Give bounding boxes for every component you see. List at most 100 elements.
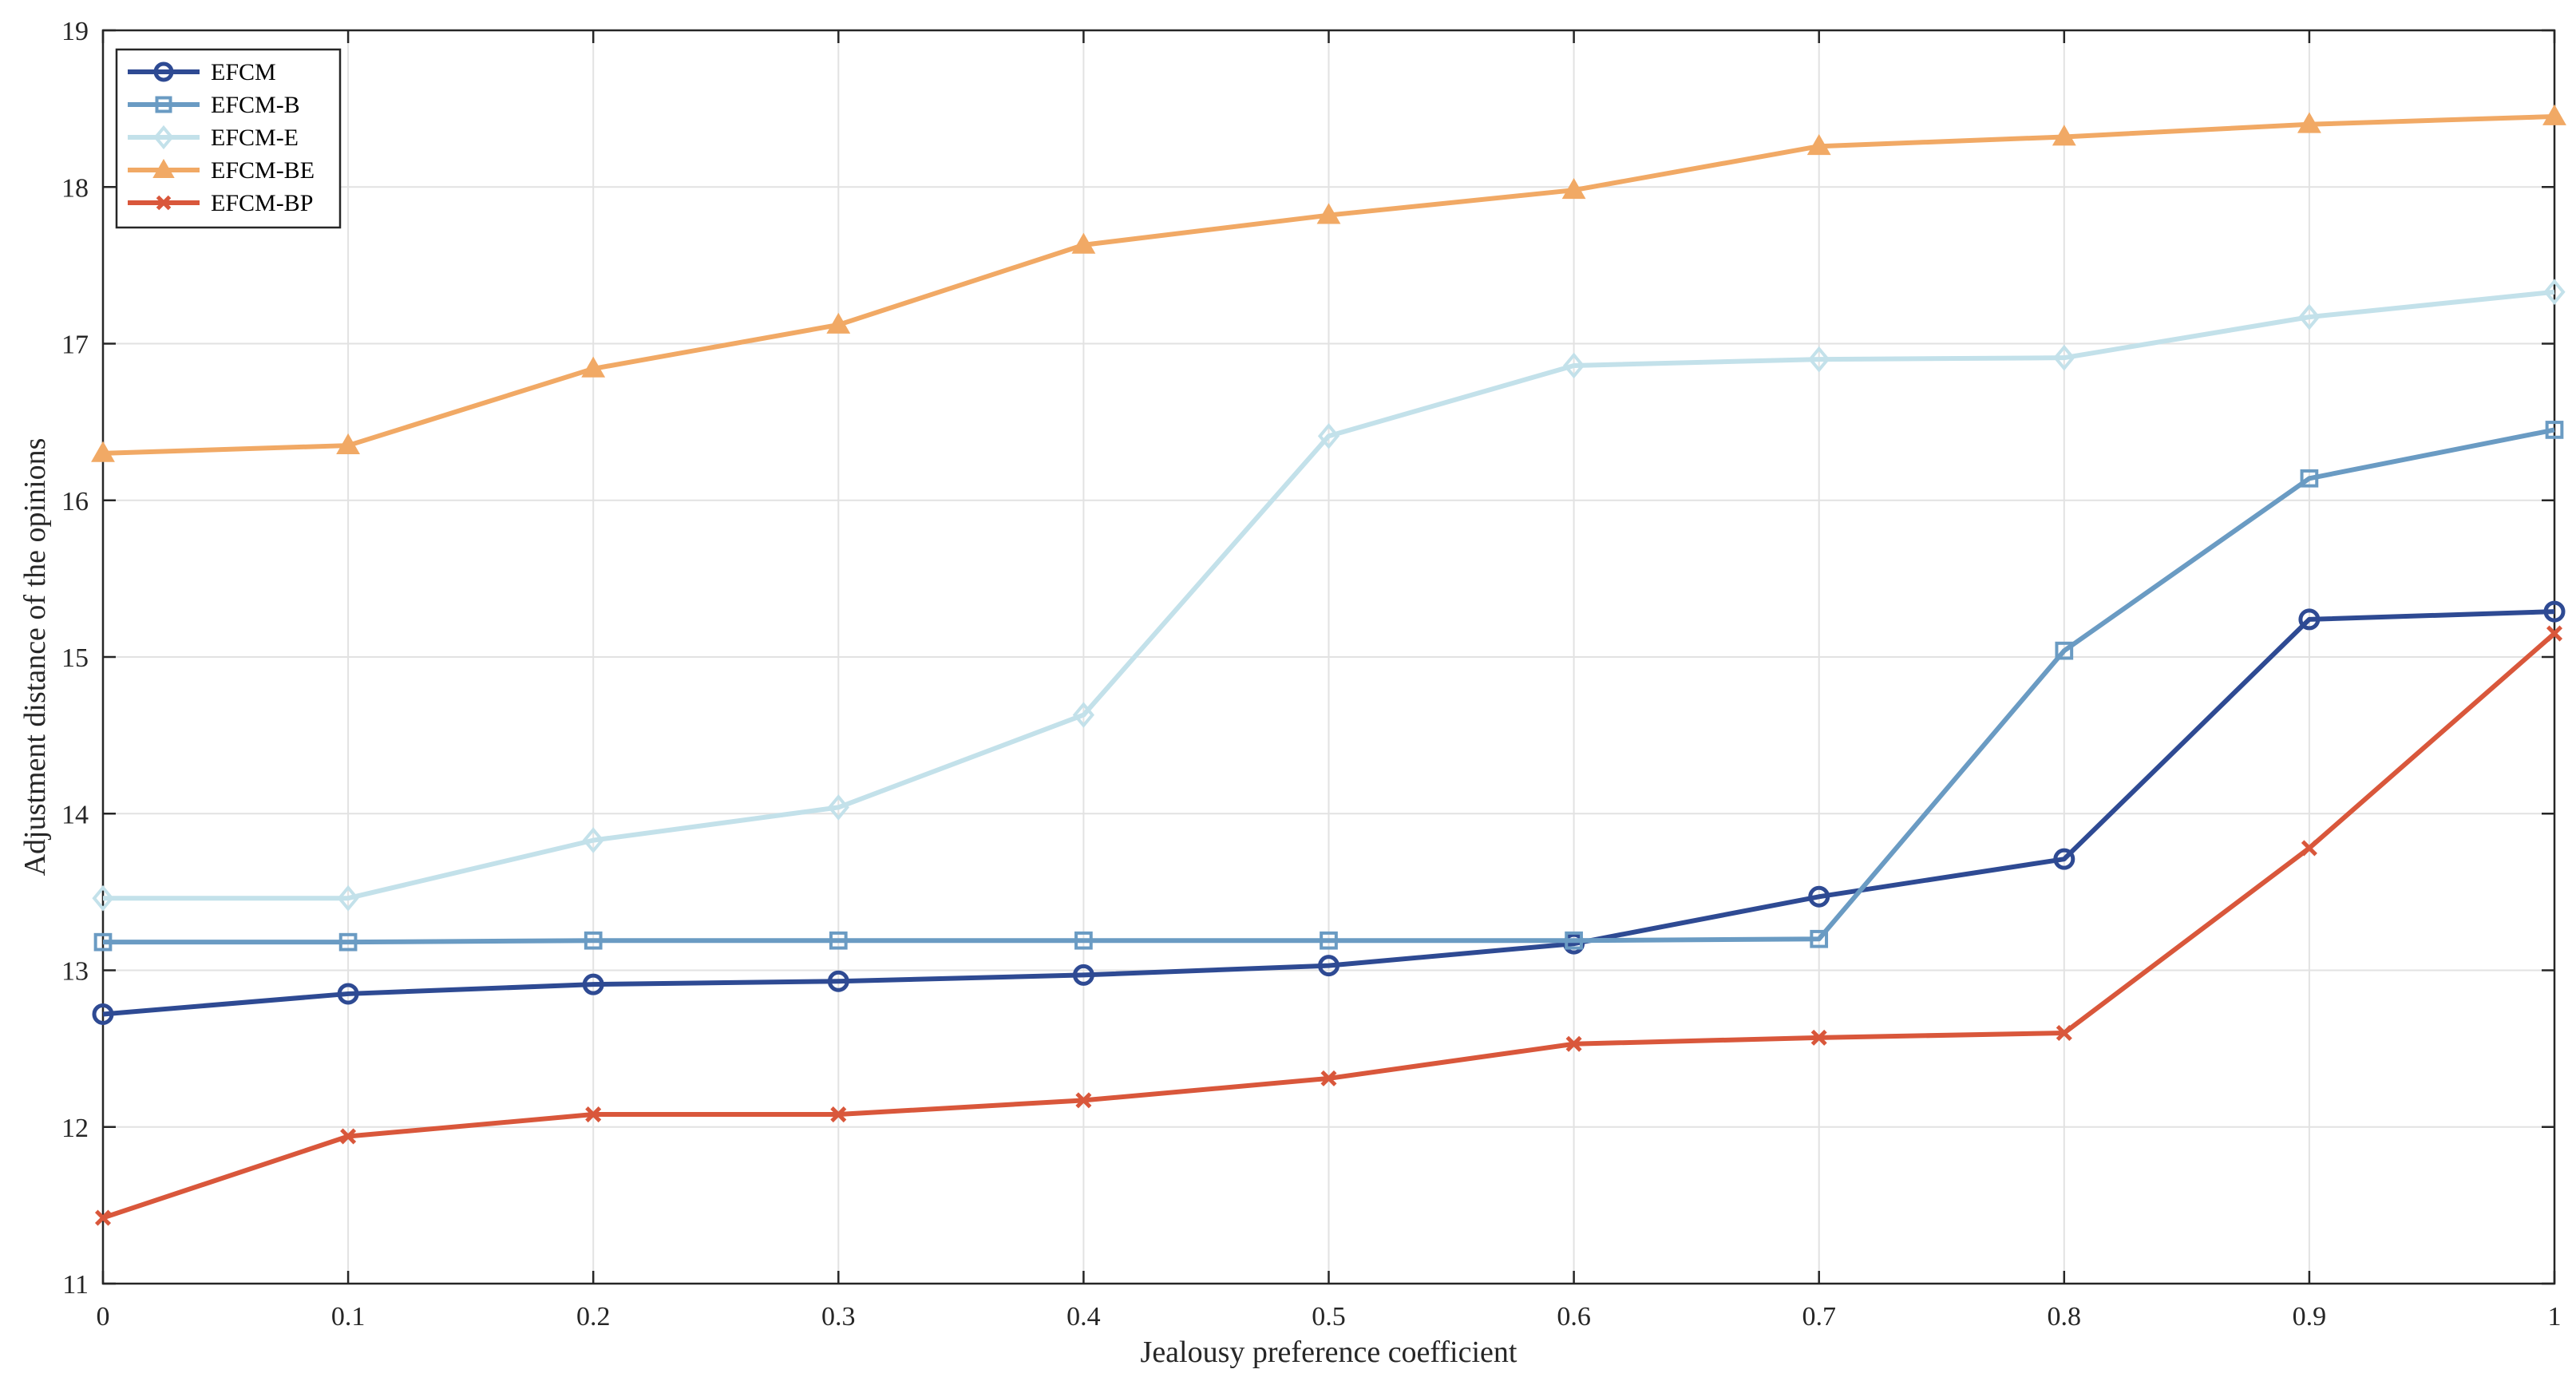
data-point (93, 932, 113, 952)
data-point (1808, 346, 1830, 373)
data-point (1561, 177, 1586, 200)
data-point (1320, 931, 1338, 950)
data-point (1806, 134, 1831, 156)
axes (101, 29, 2556, 1285)
data-point (156, 195, 172, 211)
x-tick-label: 0 (97, 1302, 110, 1332)
data-point (584, 931, 603, 950)
x-tick-label: 0.4 (1066, 1302, 1101, 1332)
legend-entry-efcm-b: EFCM-B (128, 92, 300, 118)
data-point (92, 1003, 114, 1025)
data-point (1316, 203, 1341, 224)
y-tick-label: 12 (61, 1114, 89, 1143)
data-point (153, 125, 174, 150)
series-line (103, 427, 2555, 945)
x-tick-label: 0.1 (331, 1302, 366, 1332)
data-point (2542, 104, 2566, 125)
data-point (1810, 1029, 1827, 1046)
y-tick-label: 17 (61, 330, 89, 360)
data-point (155, 96, 172, 113)
data-point (829, 931, 848, 950)
x-tick-label: 1 (2548, 1302, 2562, 1332)
y-tick-label: 11 (62, 1270, 89, 1300)
series-group (91, 104, 2566, 1226)
y-tick-label: 16 (61, 487, 89, 516)
x-tick-label: 0.5 (1312, 1302, 1346, 1332)
y-tick-label: 18 (61, 173, 89, 203)
data-point (1072, 702, 1095, 728)
legend-entry-efcm-be: EFCM-BE (128, 157, 315, 184)
data-point (94, 1209, 112, 1226)
data-point (1074, 931, 1093, 950)
legend-entry-efcm-bp: EFCM-BP (128, 190, 313, 216)
data-point (2301, 840, 2317, 857)
legend-entry-efcm: EFCM (128, 59, 276, 85)
y-tick-label: 14 (61, 800, 89, 829)
series-line (103, 289, 2555, 901)
x-tick-label: 0.6 (1557, 1302, 1591, 1332)
data-point (2543, 600, 2566, 623)
data-point (1565, 1035, 1582, 1052)
x-tick-label: 0.7 (1802, 1302, 1836, 1332)
data-point (2298, 303, 2321, 330)
data-point (91, 441, 115, 462)
data-point (2053, 344, 2075, 371)
data-point (153, 61, 174, 82)
legend: EFCM EFCM-B EFCM-E EFCM-BE EFCM-BP (115, 48, 342, 229)
legend-label: EFCM (211, 59, 276, 85)
series-line (102, 609, 2555, 1017)
data-point (337, 983, 359, 1005)
data-point (1075, 1092, 1092, 1109)
series-efcm-b (93, 421, 2564, 952)
legend-label: EFCM-BE (211, 157, 315, 184)
data-point (92, 884, 114, 912)
x-tick-label: 0.9 (2293, 1302, 2327, 1332)
data-point (338, 932, 358, 952)
series-efcm-e (92, 279, 2566, 912)
y-tick-label: 15 (61, 643, 89, 673)
data-point (585, 1106, 602, 1123)
data-point (830, 1106, 847, 1123)
data-point (1810, 929, 1829, 948)
data-point (2300, 469, 2319, 488)
data-point (826, 312, 851, 334)
data-point (1318, 955, 1339, 977)
x-tick-label: 0.2 (576, 1302, 611, 1332)
data-point (2053, 848, 2075, 870)
data-point (1562, 352, 1585, 379)
data-point (1565, 931, 1583, 950)
data-point (582, 973, 604, 995)
data-point (2052, 125, 2076, 146)
data-point (582, 827, 604, 853)
data-point (1317, 422, 1340, 449)
series-efcm-bp (94, 625, 2563, 1226)
data-point (2056, 1024, 2072, 1042)
data-point (1320, 1070, 1337, 1086)
data-point (2298, 608, 2321, 631)
data-point (2297, 112, 2321, 133)
x-tick-label: 0.3 (821, 1302, 856, 1332)
series-efcm-be (91, 104, 2566, 462)
y-tick-label: 19 (61, 17, 89, 46)
tick-labels: 0 0.1 0.2 0.3 0.4 0.5 0.6 0.7 0.8 0.9 111121314151… (61, 17, 2562, 1332)
data-point (581, 356, 606, 378)
legend-entry-efcm-e: EFCM-E (128, 125, 299, 151)
y-axis-label: Adjustment distance of the opinions (18, 438, 52, 877)
legend-label: EFCM-BP (211, 190, 313, 216)
x-tick-label: 0.8 (2048, 1302, 2082, 1332)
data-point (2546, 625, 2563, 642)
data-point (2545, 421, 2564, 439)
data-point (340, 1128, 357, 1145)
legend-label: EFCM-B (211, 92, 300, 118)
data-point (827, 970, 849, 992)
legend-label: EFCM-E (211, 125, 299, 151)
data-point (152, 158, 175, 178)
data-point (1072, 964, 1094, 986)
data-point (2543, 279, 2566, 306)
data-point (1808, 885, 1830, 908)
series-efcm (92, 600, 2566, 1025)
x-axis-label: Jealousy preference coefficient (1141, 1336, 1518, 1369)
data-point (1071, 232, 1096, 254)
